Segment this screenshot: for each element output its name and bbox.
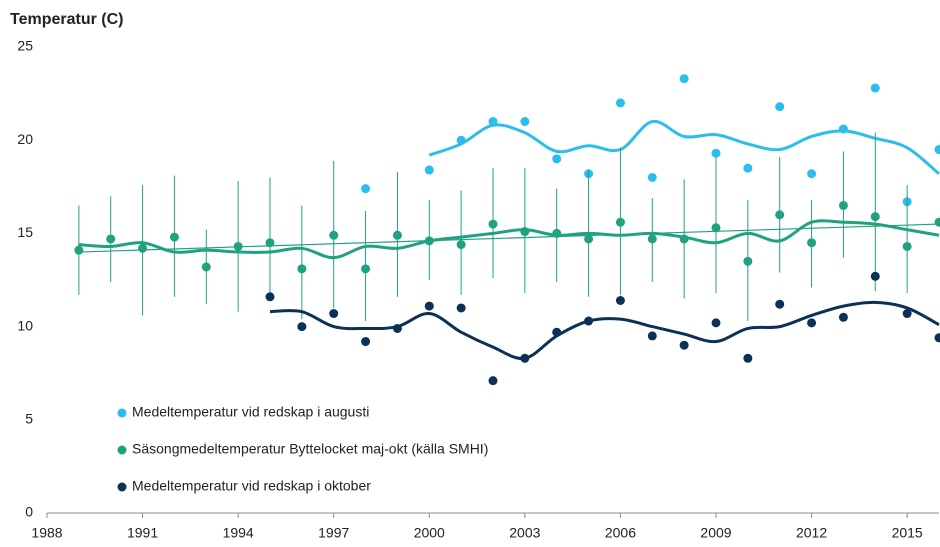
data-point [520, 353, 530, 363]
data-point [647, 331, 657, 341]
data-point [297, 264, 307, 274]
data-point [679, 74, 689, 84]
data-point [615, 296, 625, 306]
legend-marker [117, 408, 127, 418]
data-point [424, 301, 434, 311]
data-point [456, 303, 466, 313]
data-point [647, 234, 657, 244]
data-point [711, 318, 721, 328]
x-tick-label: 1988 [31, 525, 62, 541]
y-tick-label: 25 [17, 38, 33, 54]
legend-label: Medeltemperatur vid redskap i oktober [132, 478, 371, 494]
x-tick-label: 2003 [509, 525, 540, 541]
data-point [488, 376, 498, 386]
data-point [297, 322, 307, 332]
data-point [775, 210, 785, 220]
data-point [902, 241, 912, 251]
smooth-line [428, 119, 940, 175]
data-point [552, 327, 562, 337]
data-point [807, 169, 817, 179]
data-point [838, 200, 848, 210]
data-point [870, 212, 880, 222]
data-point [743, 256, 753, 266]
data-point [520, 227, 530, 237]
data-point [456, 135, 466, 145]
data-point [807, 238, 817, 248]
data-point [838, 312, 848, 322]
data-point [138, 243, 148, 253]
data-point [711, 148, 721, 158]
data-point [647, 172, 657, 182]
trend-line [78, 223, 940, 253]
data-point [902, 309, 912, 319]
y-tick-label: 20 [17, 131, 33, 147]
data-point [265, 292, 275, 302]
data-point [392, 230, 402, 240]
plot-area [74, 74, 940, 386]
data-point [934, 217, 940, 227]
data-point [615, 98, 625, 108]
data-point [456, 240, 466, 250]
data-point [361, 264, 371, 274]
y-tick-label: 5 [25, 411, 33, 427]
legend-label: Säsongmedeltemperatur Byttelocket maj-ok… [132, 441, 488, 457]
legend-marker [117, 482, 127, 492]
legend-marker [117, 445, 127, 455]
data-point [74, 245, 84, 255]
data-point [552, 228, 562, 238]
smooth-line [269, 300, 940, 361]
y-tick-label: 10 [17, 317, 33, 333]
data-point [743, 353, 753, 363]
data-point [329, 309, 339, 319]
data-point [424, 165, 434, 175]
data-point [424, 236, 434, 246]
data-point [711, 223, 721, 233]
data-point [870, 83, 880, 93]
data-point [807, 318, 817, 328]
data-point [265, 238, 275, 248]
x-tick-label: 2000 [414, 525, 445, 541]
y-tick-label: 0 [25, 504, 33, 520]
data-point [743, 163, 753, 173]
x-tick-label: 1994 [223, 525, 254, 541]
chart-title: Temperatur (C) [10, 11, 124, 28]
data-point [392, 323, 402, 333]
data-point [934, 333, 940, 343]
data-point [679, 234, 689, 244]
data-point [169, 232, 179, 242]
x-tick-label: 2015 [892, 525, 923, 541]
data-point [584, 234, 594, 244]
data-point [775, 299, 785, 309]
data-point [361, 337, 371, 347]
data-point [838, 124, 848, 134]
data-point [584, 316, 594, 326]
data-point [520, 117, 530, 127]
data-point [934, 145, 940, 155]
legend-label: Medeltemperatur vid redskap i augusti [132, 404, 369, 420]
data-point [679, 340, 689, 350]
data-point [775, 102, 785, 112]
data-point [552, 154, 562, 164]
smooth-line [78, 219, 940, 260]
data-point [488, 219, 498, 229]
x-tick-label: 2012 [796, 525, 827, 541]
data-point [488, 117, 498, 127]
data-point [329, 230, 339, 240]
x-tick-label: 2009 [700, 525, 731, 541]
data-point [106, 234, 116, 244]
data-point [233, 241, 243, 251]
y-tick-label: 15 [17, 224, 33, 240]
data-point [615, 217, 625, 227]
data-point [361, 184, 371, 194]
x-tick-label: 1991 [127, 525, 158, 541]
x-tick-label: 2006 [605, 525, 636, 541]
x-tick-label: 1997 [318, 525, 349, 541]
data-point [201, 262, 211, 272]
data-point [870, 271, 880, 281]
